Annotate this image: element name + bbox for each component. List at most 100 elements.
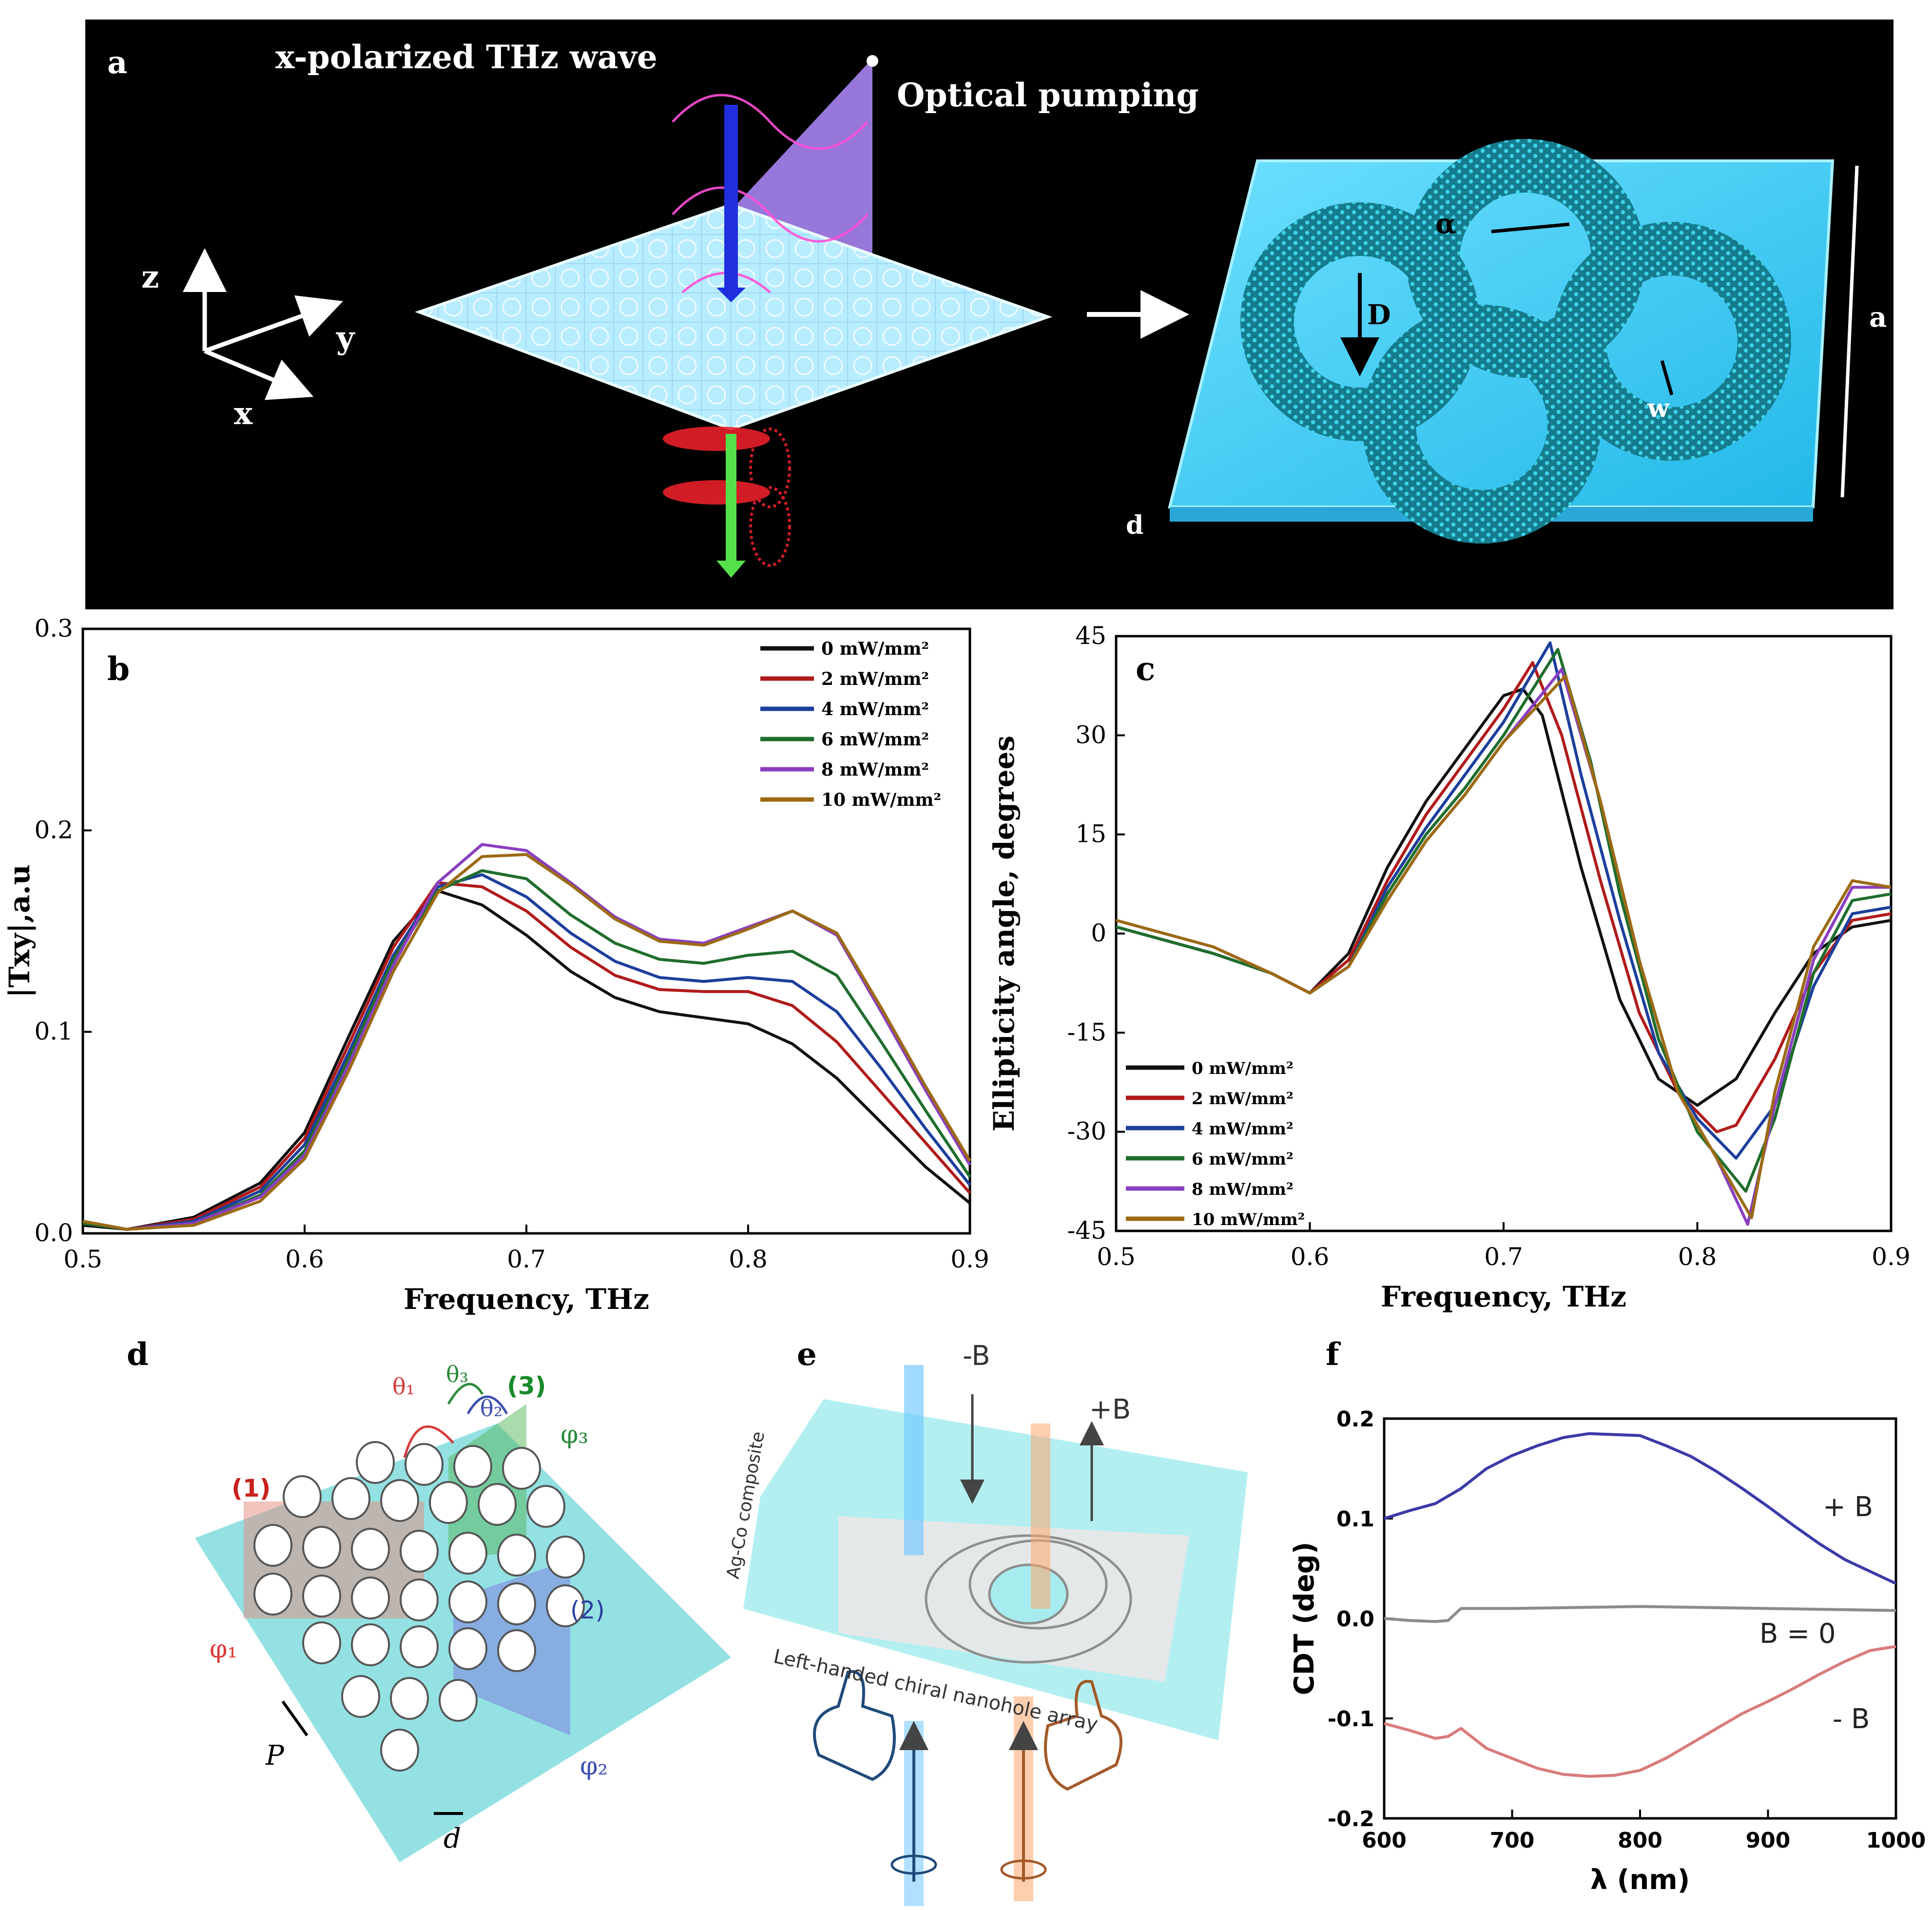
chart-c-legend-label-0: 0 mW/mm² — [1192, 1059, 1294, 1078]
chart-b-ytick-label: 0.3 — [34, 614, 73, 643]
label-pitch: P — [265, 1740, 285, 1772]
nanohole-8 — [478, 1483, 517, 1526]
nanohole-5 — [331, 1477, 370, 1520]
dim-d: d — [1126, 510, 1143, 540]
nanohole-25 — [351, 1623, 390, 1666]
chart-c-ytick-label: -15 — [1067, 1018, 1106, 1046]
chart-b: b 0.5 0.6 0.7 0.8 0.9 0.0 0.1 0.2 0.3 Frequency, … — [3, 614, 989, 1316]
arc-theta2 — [466, 1395, 508, 1415]
label-phi2: φ₂ — [580, 1752, 608, 1781]
chart-f-ytick-label: -0.2 — [1328, 1807, 1374, 1832]
label-theta1: θ₁ — [392, 1373, 415, 1400]
chart-b-ytick-label: 0.0 — [34, 1219, 73, 1247]
nanohole-1 — [405, 1443, 444, 1486]
label-plane-3: (3) — [507, 1372, 546, 1400]
chart-c-ytick-label: -45 — [1067, 1216, 1106, 1245]
nanohole-11 — [302, 1526, 341, 1569]
chart-f-xtick-label: 700 — [1490, 1828, 1535, 1853]
left-hand-icon — [813, 1670, 896, 1781]
nanohole-0 — [356, 1441, 395, 1484]
label-theta3: θ₃ — [446, 1361, 468, 1387]
transmitted-wave — [663, 427, 791, 567]
panel-e-letter: e — [797, 1336, 817, 1373]
chart-b-ytick-label: 0.1 — [34, 1017, 73, 1046]
chart-f-ylabel: CDT (deg) — [1289, 1542, 1320, 1696]
dim-a: a — [1869, 301, 1887, 333]
chart-b-legend-label-0: 0 mW/mm² — [821, 639, 929, 659]
chart-c-series-line-2 — [1116, 641, 1892, 1160]
chart-c-xtick-label: 0.8 — [1678, 1243, 1717, 1271]
chart-f-ytick-label: 0.0 — [1336, 1607, 1374, 1632]
nanohole-14 — [448, 1532, 487, 1575]
chart-b-series-line-4 — [82, 843, 971, 1231]
panel-a: a x-polarized THz wave Optical pumping z… — [85, 19, 1893, 609]
incident-arrow-head — [716, 288, 746, 302]
nanohole-9 — [526, 1485, 565, 1528]
label-minus-b: -B — [963, 1340, 990, 1372]
chart-f-xtick-label: 900 — [1746, 1828, 1791, 1853]
nanohole-7 — [429, 1481, 468, 1524]
chart-f-xtick-label: 800 — [1618, 1828, 1662, 1853]
arc-theta3 — [447, 1383, 484, 1405]
nanohole-16 — [546, 1536, 585, 1579]
chart-f: f 600 700 800 900 1000 -0.2 -0.1 0.0 0.1 0.2 λ (nm… — [1289, 1336, 1926, 1896]
chart-c-ytick-label: 0 — [1091, 919, 1106, 947]
chart-c-ylabel: Ellipticity angle, degrees — [987, 736, 1021, 1131]
chart-b-series-line-2 — [82, 873, 971, 1231]
nanohole-13 — [400, 1530, 439, 1573]
orange-beam-top — [1031, 1423, 1050, 1609]
wave-title: x-polarized THz wave — [275, 38, 657, 76]
axis-x-label: x — [234, 395, 253, 432]
orange-rotation-icon — [1000, 1859, 1047, 1880]
panel-d: d (1) (2) (3) φ₁ φ₂ φ₃ θ₁ θ₂ θ₃ P d — [127, 1336, 731, 1862]
nanohole-27 — [448, 1627, 487, 1670]
pump-source-dot — [867, 55, 878, 67]
nanohole-12 — [351, 1528, 390, 1571]
label-plane-1: (1) — [232, 1474, 271, 1502]
chart-b-xtick-label: 0.6 — [285, 1245, 324, 1273]
chart-b-series-line-3 — [82, 869, 971, 1231]
chart-c-series-line-5 — [1116, 674, 1892, 1219]
nanohole-19 — [351, 1577, 390, 1619]
chart-b-xtick-label: 0.8 — [729, 1245, 768, 1273]
chart-c-xtick-label: 0.6 — [1291, 1243, 1330, 1271]
nanohole-28 — [497, 1629, 536, 1672]
chart-c-legend-label-5: 10 mW/mm² — [1192, 1210, 1305, 1229]
chart-c-ytick-label: 45 — [1075, 622, 1106, 650]
chart-b-xtick-label: 0.5 — [63, 1245, 102, 1273]
nanohole-22 — [497, 1582, 536, 1625]
graphene-rings — [1240, 139, 1791, 544]
chart-b-legend-label-4: 8 mW/mm² — [821, 760, 929, 780]
metasurface-plate — [415, 203, 1052, 431]
dim-alpha: α — [1435, 208, 1456, 240]
chart-b-legend-label-3: 6 mW/mm² — [821, 729, 929, 750]
dim-w-line — [1660, 360, 1674, 395]
chart-b-frame — [81, 627, 971, 1235]
label-diameter: d — [444, 1823, 461, 1854]
nanohole-29 — [341, 1675, 380, 1718]
chart-c-xtick-label: 0.9 — [1872, 1243, 1911, 1271]
nanohole-17 — [253, 1573, 292, 1616]
blue-beam-top — [904, 1365, 924, 1555]
nanohole-15 — [497, 1534, 536, 1577]
label-plane-2: (2) — [570, 1596, 605, 1624]
chart-f-series-line-2 — [1384, 1645, 1896, 1778]
chart-b-series-line-5 — [82, 853, 971, 1231]
label-theta2: θ₂ — [480, 1395, 502, 1422]
chart-c-series-line-0 — [1116, 687, 1892, 1107]
nanohole-18 — [302, 1575, 341, 1618]
chart-b-series-line-0 — [82, 889, 971, 1231]
dim-alpha-line — [1491, 222, 1570, 234]
chart-c-xlabel: Frequency, THz — [1381, 1280, 1626, 1313]
nanohole-31 — [439, 1679, 478, 1722]
coordinate-axes — [183, 248, 343, 400]
chart-f-ytick-label: -0.1 — [1328, 1707, 1374, 1732]
chart-b-legend-label-1: 2 mW/mm² — [821, 669, 929, 689]
transmitted-arrow-head — [716, 561, 746, 578]
nanohole-3 — [502, 1447, 541, 1490]
chart-c-legend-label-4: 8 mW/mm² — [1192, 1180, 1294, 1199]
chart-c-legend-label-3: 6 mW/mm² — [1192, 1150, 1294, 1169]
chart-f-series-label-1: B = 0 — [1759, 1618, 1836, 1650]
nanohole-6 — [380, 1479, 419, 1522]
